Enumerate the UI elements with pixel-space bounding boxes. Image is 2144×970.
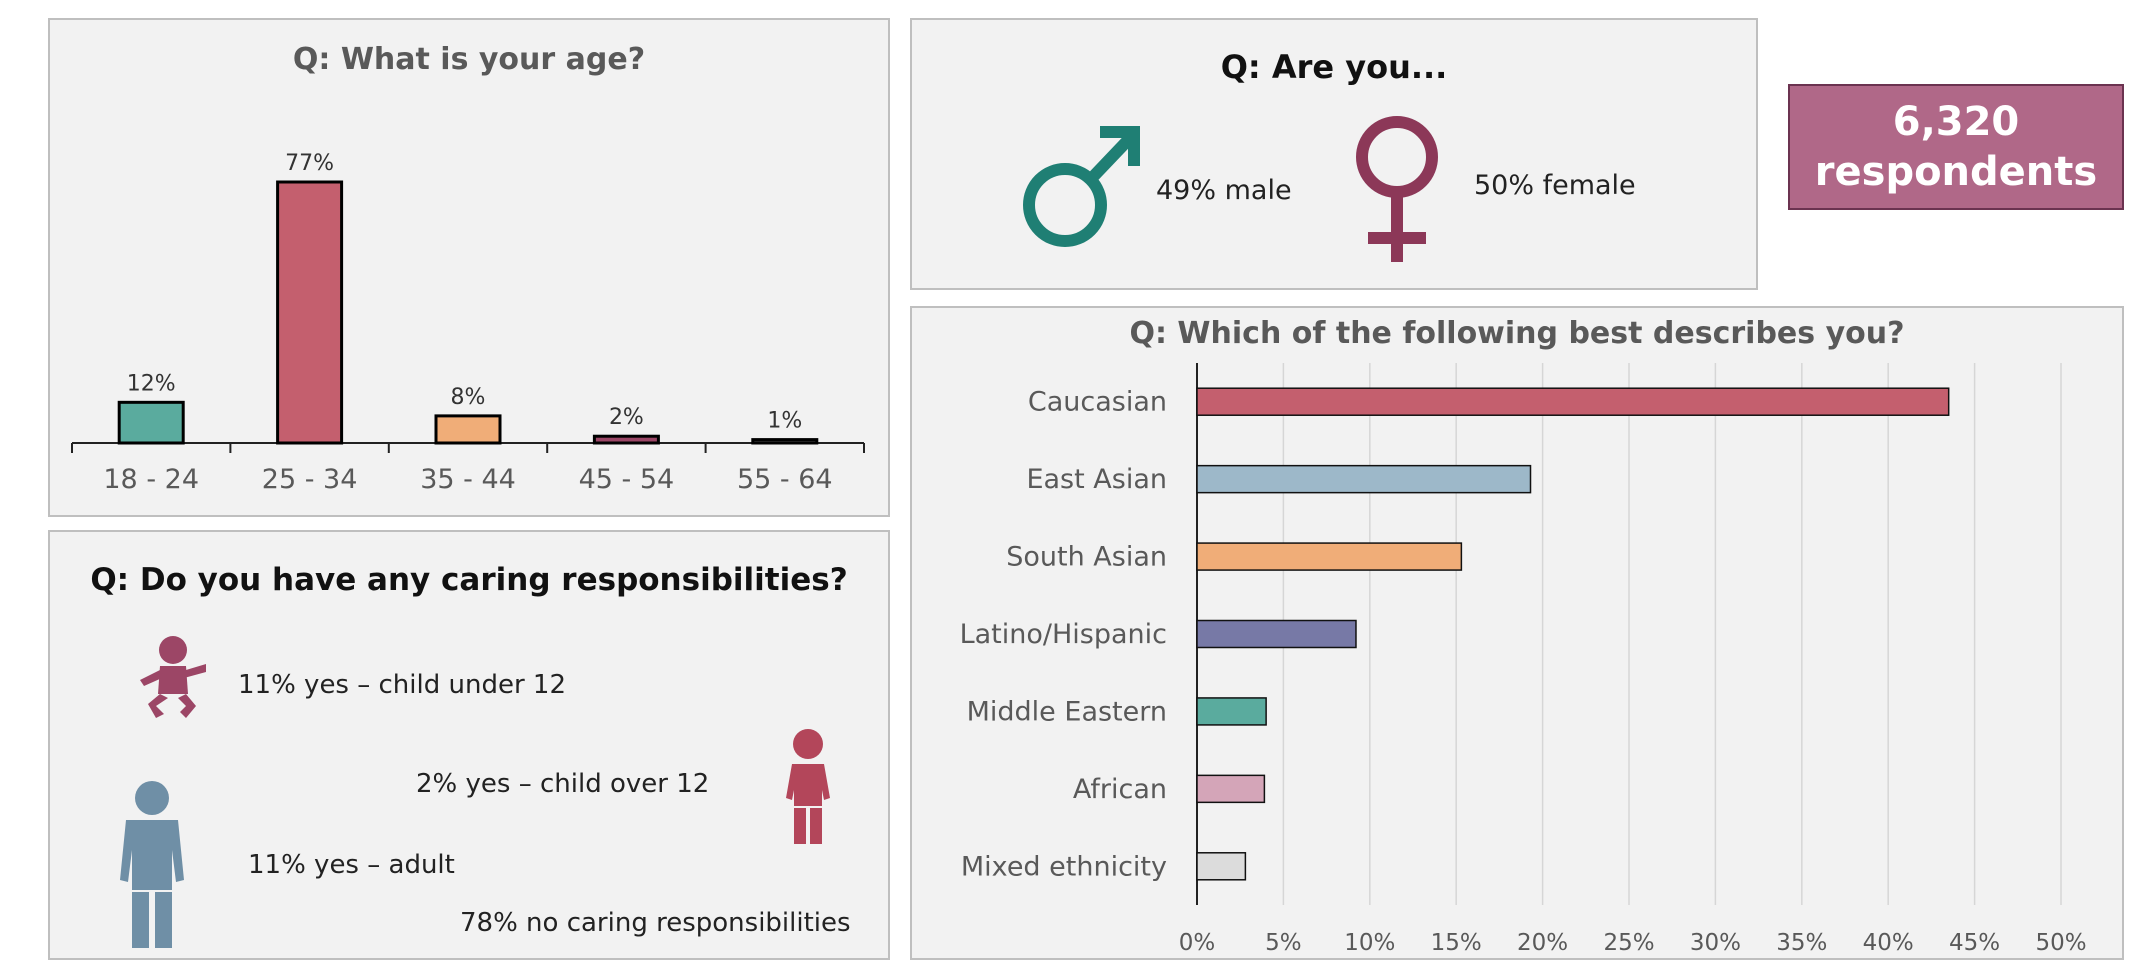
eth-bar-5	[1196, 697, 1267, 726]
age-category-label: 55 - 64	[737, 464, 833, 495]
caring-panel: Q: Do you have any caring responsibiliti…	[48, 530, 890, 960]
eth-x-tick-label: 10%	[1344, 930, 1395, 956]
eth-bar-4	[1196, 619, 1357, 649]
eth-category-label: South Asian	[1006, 542, 1167, 573]
respondents-count: 6,320	[1892, 99, 2020, 145]
eth-category-label: Mixed ethnicity	[961, 851, 1167, 882]
eth-x-tick-label: 5%	[1265, 930, 1302, 956]
eth-category-label: Middle Eastern	[967, 696, 1167, 727]
eth-category-label: East Asian	[1026, 464, 1167, 495]
age-category-label: 45 - 54	[579, 464, 675, 495]
eth-x-tick-label: 35%	[1776, 930, 1827, 956]
caring-adult-label: 11% yes – adult	[248, 850, 455, 880]
female-percent-label: 50% female	[1474, 170, 1636, 201]
age-data-label: 8%	[451, 385, 486, 410]
eth-x-tick-label: 30%	[1690, 930, 1741, 956]
eth-bar-2	[1196, 464, 1532, 494]
child-icon	[786, 729, 830, 844]
eth-bar-6	[1196, 774, 1266, 804]
ethnicity-chart-title: Q: Which of the following best describes…	[1129, 316, 1905, 351]
eth-bar-7	[1196, 852, 1247, 881]
adult-icon	[120, 781, 184, 948]
eth-category-label: Latino/Hispanic	[960, 619, 1167, 650]
eth-bar-3	[1196, 542, 1463, 571]
eth-bar-1	[1196, 387, 1950, 416]
female-symbol-icon	[1356, 116, 1438, 262]
respondents-label: respondents	[1814, 149, 2098, 195]
eth-x-tick-label: 50%	[2035, 930, 2086, 956]
caring-title: Q: Do you have any caring responsibiliti…	[90, 562, 848, 598]
eth-category-label: African	[1073, 774, 1167, 805]
eth-x-tick-label: 15%	[1431, 930, 1482, 956]
age-data-label: 12%	[127, 371, 176, 396]
eth-x-tick-label: 20%	[1517, 930, 1568, 956]
gender-panel: Q: Are you... 49% male 50% female	[910, 18, 1758, 290]
age-data-label: 1%	[767, 409, 802, 434]
eth-x-tick-label: 40%	[1863, 930, 1914, 956]
age-bar-5	[751, 438, 819, 445]
eth-x-tick-label: 25%	[1603, 930, 1654, 956]
age-bar-1	[117, 400, 185, 445]
age-category-label: 25 - 34	[262, 464, 358, 495]
caring-child-under-12-label: 11% yes – child under 12	[238, 670, 566, 700]
age-data-label: 2%	[609, 405, 644, 430]
age-bar-4	[592, 434, 660, 445]
eth-x-tick-label: 0%	[1179, 930, 1216, 956]
age-category-label: 18 - 24	[103, 464, 199, 495]
gender-title: Q: Are you...	[1220, 48, 1448, 86]
caring-none-label: 78% no caring responsibilities	[460, 908, 851, 938]
respondents-count-box: 6,320 respondents	[1788, 84, 2124, 210]
male-symbol-icon	[1023, 126, 1140, 247]
age-chart-title: Q: What is your age?	[292, 42, 646, 77]
caring-child-over-12-label: 2% yes – child over 12	[416, 769, 710, 799]
eth-category-label: Caucasian	[1028, 387, 1167, 418]
age-data-label: 77%	[285, 151, 334, 176]
age-bar-2	[276, 180, 344, 445]
age-category-label: 35 - 44	[420, 464, 516, 495]
baby-icon	[140, 636, 206, 718]
age-bar-3	[434, 414, 502, 445]
eth-x-tick-label: 45%	[1949, 930, 2000, 956]
male-percent-label: 49% male	[1156, 175, 1292, 206]
